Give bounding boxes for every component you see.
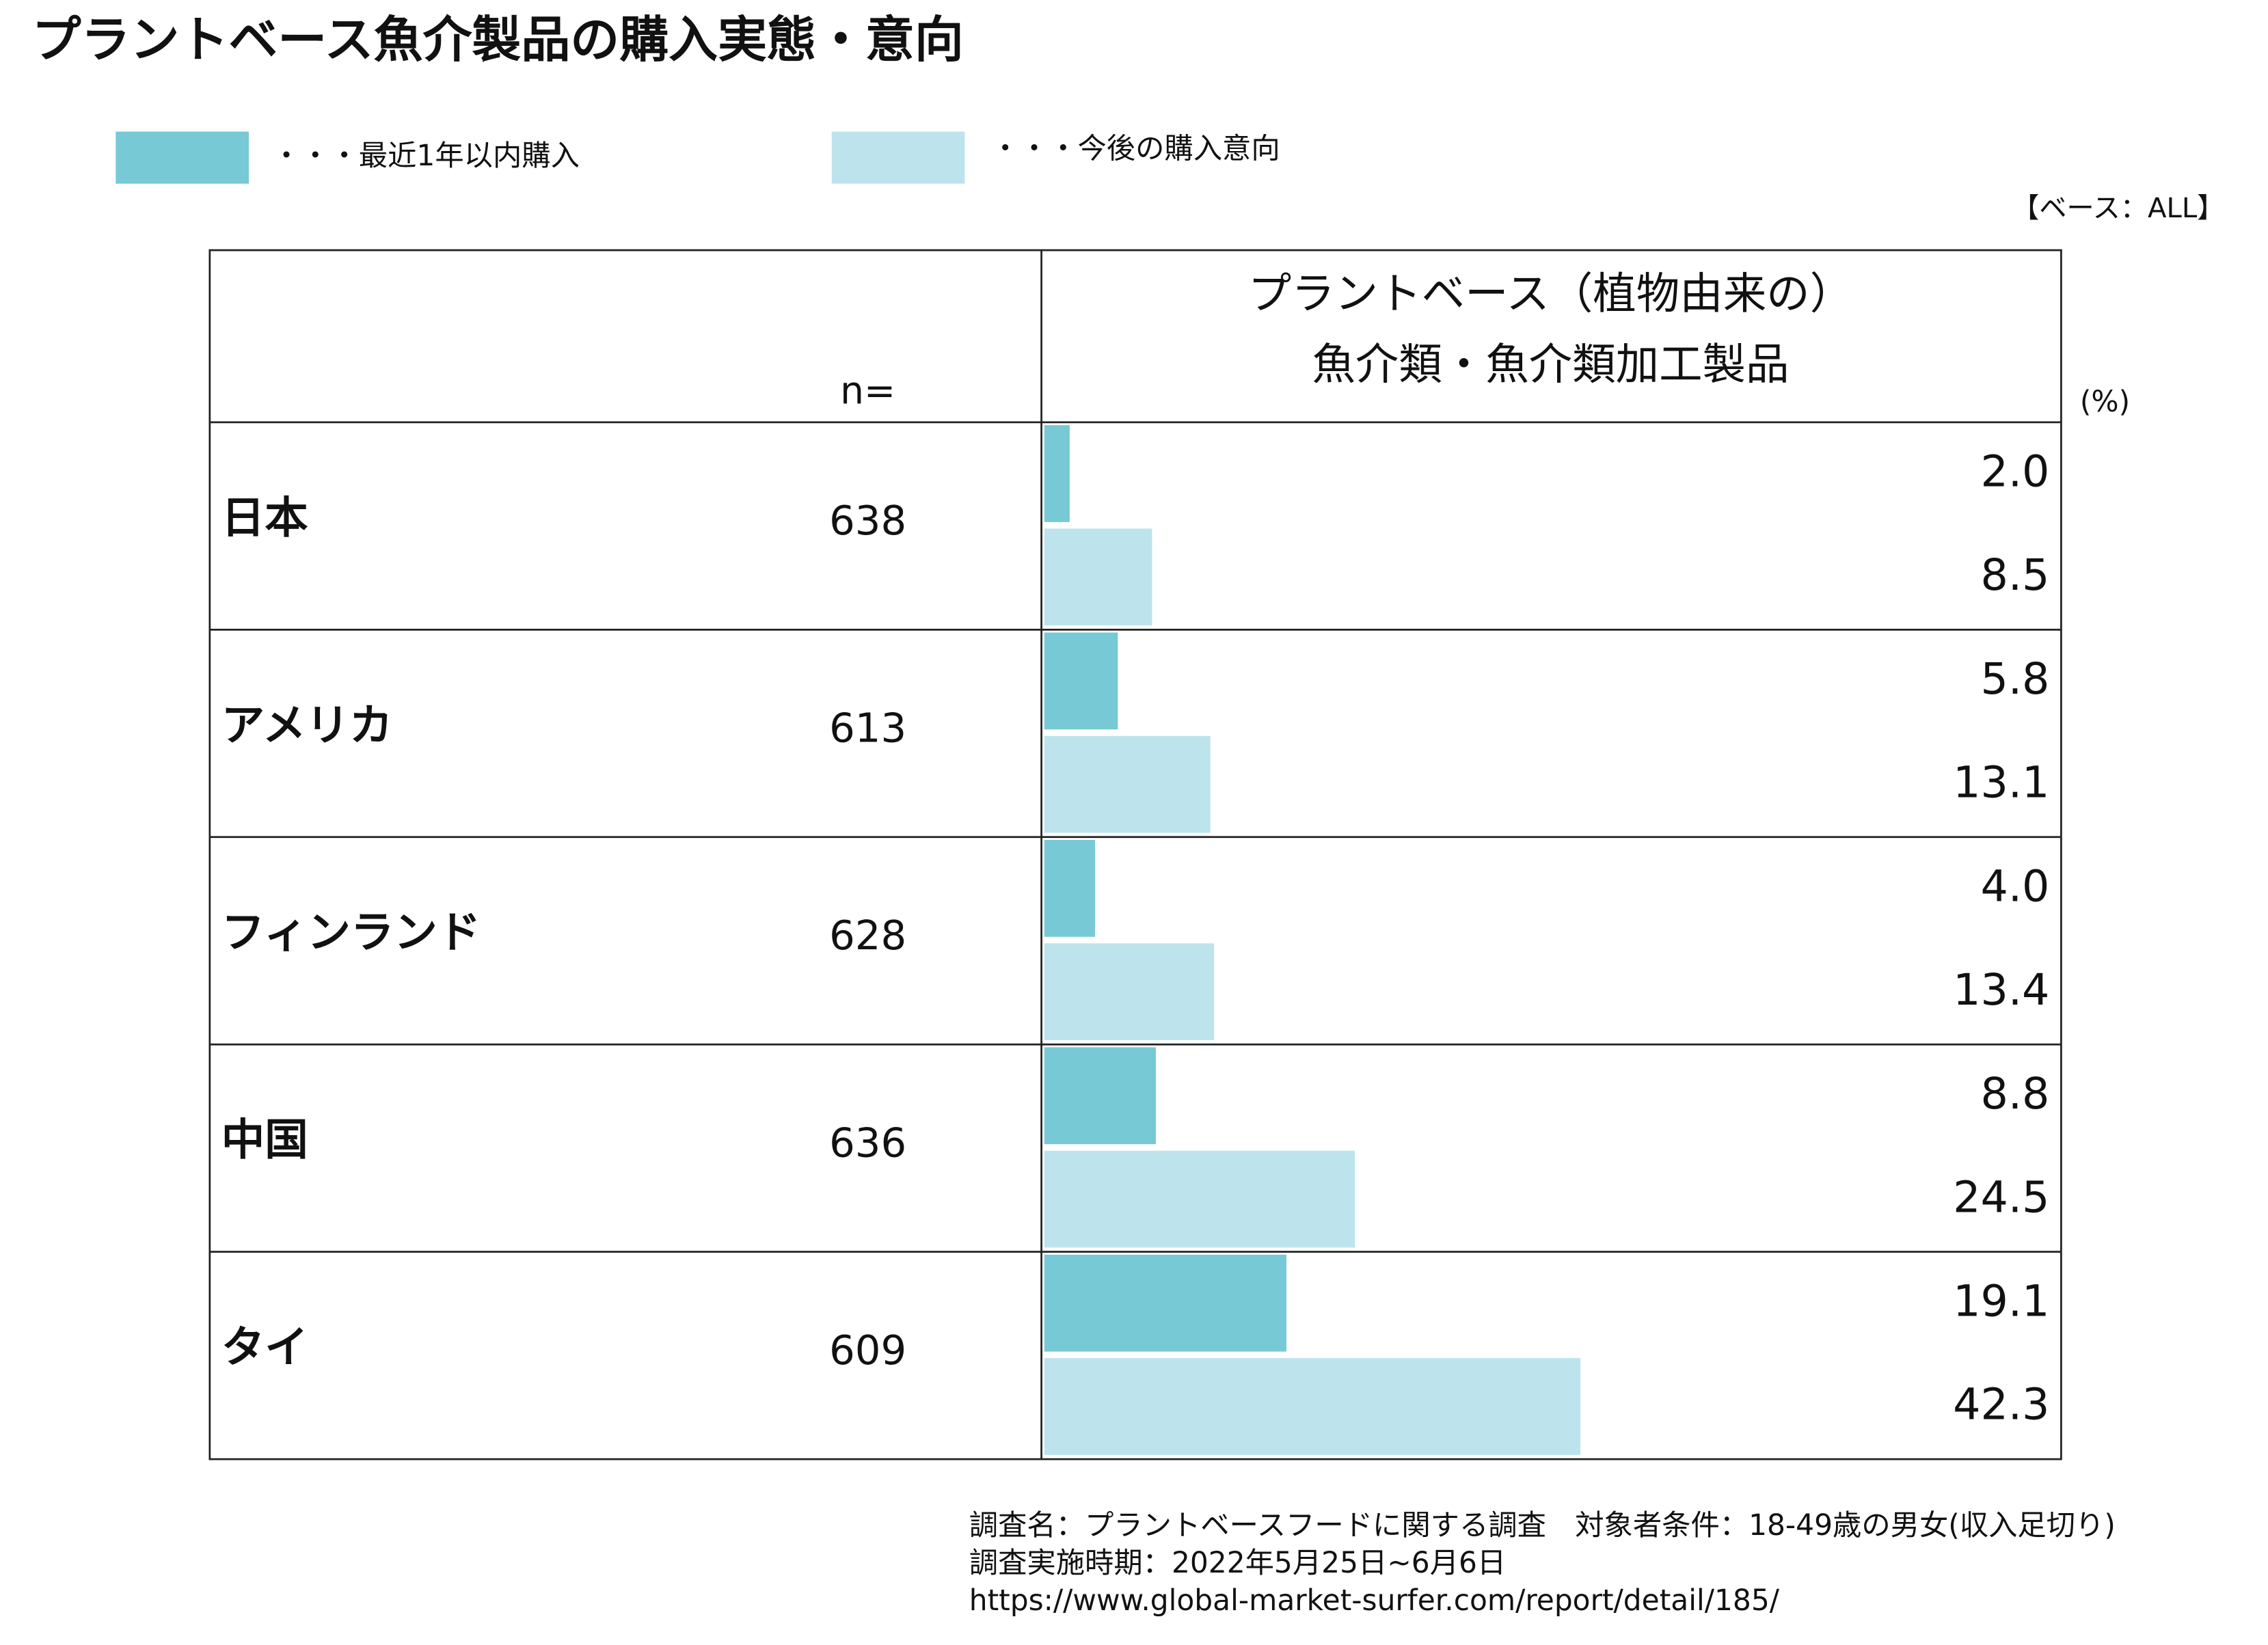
bar <box>1044 1358 1581 1455</box>
category-label: アメリカ <box>221 700 393 750</box>
legend-label: ・・・最近1年以内購入 <box>272 139 580 172</box>
value-label: 2.0 <box>1981 446 2050 497</box>
value-label: 24.5 <box>1953 1171 2049 1222</box>
table-frame <box>208 249 2062 1460</box>
category-label: 日本 <box>221 492 308 543</box>
n-value: 613 <box>829 705 906 752</box>
n-value: 609 <box>829 1327 906 1374</box>
bar <box>1044 425 1070 522</box>
chart-title: プラントベース魚介製品の購入実態・意向 <box>32 11 964 68</box>
bar <box>1044 1150 1355 1248</box>
base-note: 【ベース：ALL】 <box>2012 193 2224 224</box>
value-label: 19.1 <box>1953 1275 2049 1326</box>
legend-label: ・・・今後の購入意向 <box>991 132 1280 165</box>
n-value: 638 <box>829 497 906 544</box>
value-label: 4.0 <box>1981 861 2050 912</box>
footer: 調査名：プラントベースフードに関する調査 対象者条件：18-49歳の男女(収入足… <box>969 1508 2116 1542</box>
value-label: 8.8 <box>1981 1068 2050 1119</box>
value-label: 42.3 <box>1953 1379 2049 1430</box>
unit-label: (%) <box>2080 385 2130 418</box>
n-value: 636 <box>829 1119 906 1166</box>
legend-swatch <box>831 131 965 184</box>
value-label: 13.1 <box>1953 757 2049 807</box>
bar <box>1044 839 1095 937</box>
value-label: 5.8 <box>1981 653 2050 704</box>
n-value: 628 <box>829 912 906 959</box>
bar <box>1044 735 1211 833</box>
legend-swatch <box>116 131 249 184</box>
bar <box>1044 1254 1286 1352</box>
bar <box>1044 528 1152 626</box>
category-label: フィンランド <box>221 907 481 957</box>
bar <box>1044 632 1118 730</box>
footer: 調査実施時期：2022年5月25日~6月6日 <box>969 1546 1507 1579</box>
bar <box>1044 1047 1156 1145</box>
column-header: 魚介類・魚介類加工製品 <box>1312 339 1789 390</box>
category-label: タイ <box>221 1322 308 1372</box>
column-header: プラントベース（植物由来の） <box>1248 268 1853 318</box>
bar <box>1044 943 1215 1041</box>
footer: https://www.global-market-surfer.com/rep… <box>969 1583 1780 1617</box>
n-label: n= <box>840 369 895 413</box>
value-label: 13.4 <box>1953 964 2049 1015</box>
category-label: 中国 <box>221 1115 308 1165</box>
value-label: 8.5 <box>1981 549 2050 600</box>
